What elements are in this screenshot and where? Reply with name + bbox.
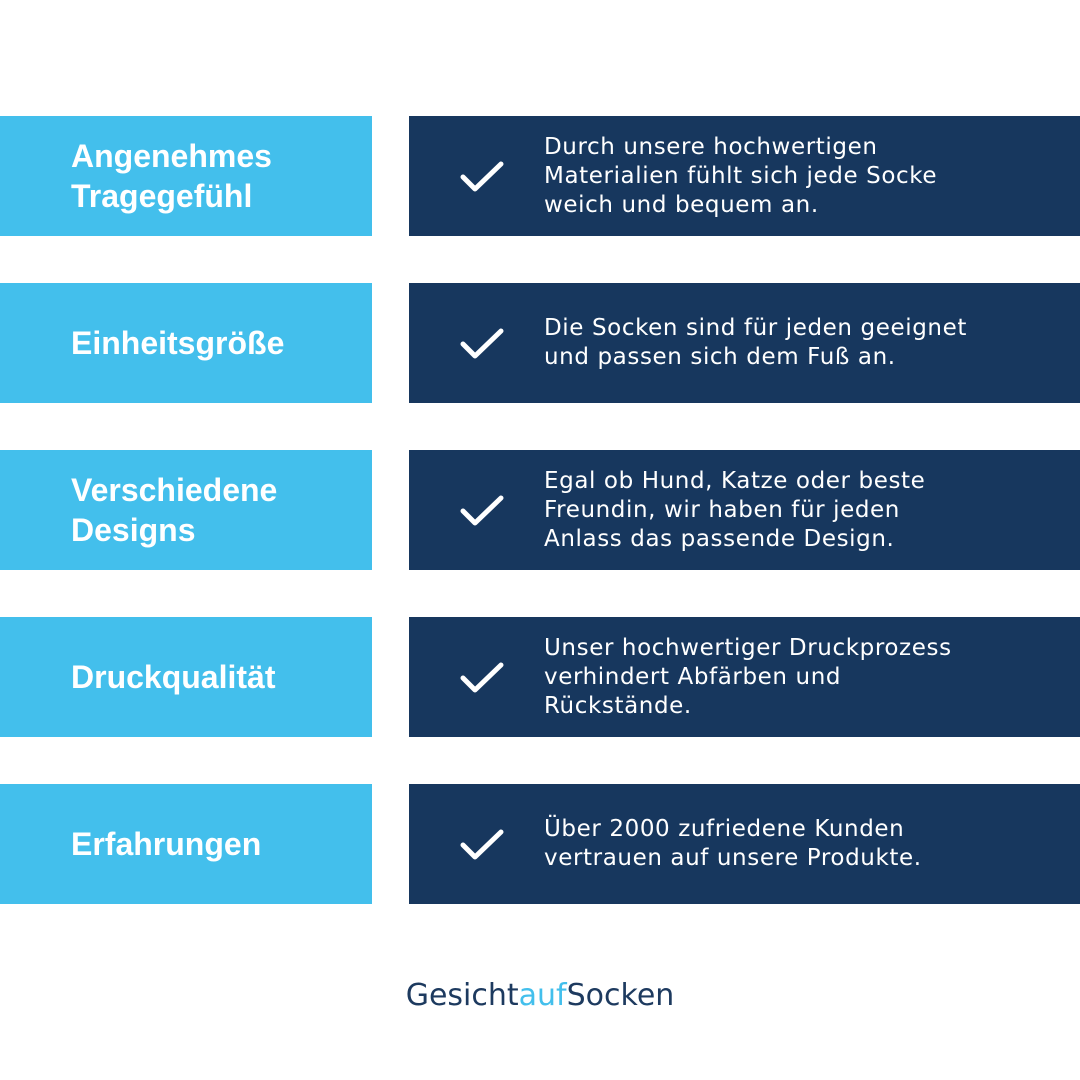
feature-description-box: Die Socken sind für jeden geeignet und p… xyxy=(409,283,1080,403)
feature-row: Erfahrungen Über 2000 zufriedene Kunden … xyxy=(0,784,1080,904)
feature-description: Über 2000 zufriedene Kunden vertrauen au… xyxy=(544,816,922,871)
feature-title-box: Druckqualität xyxy=(0,617,372,737)
feature-description-box: Durch unsere hochwertigen Materialien fü… xyxy=(409,116,1080,236)
feature-description: Egal ob Hund, Katze oder beste Freundin,… xyxy=(544,467,926,552)
feature-description-box: Egal ob Hund, Katze oder beste Freundin,… xyxy=(409,450,1080,570)
feature-title-box: Erfahrungen xyxy=(0,784,372,904)
feature-description-box: Über 2000 zufriedene Kunden vertrauen au… xyxy=(409,784,1080,904)
feature-title: Verschiedene Designs xyxy=(71,472,278,548)
brand-logo: GesichtaufSocken xyxy=(0,978,1080,1013)
feature-title: Einheitsgröße xyxy=(71,325,285,361)
feature-row: Angenehmes Tragegefühl Durch unsere hoch… xyxy=(0,116,1080,236)
logo-text-socken: Socken xyxy=(566,978,675,1013)
logo-text-gesicht: Gesicht xyxy=(405,978,519,1013)
feature-row: Druckqualität Unser hochwertiger Druckpr… xyxy=(0,617,1080,737)
feature-description-box: Unser hochwertiger Druckprozess verhinde… xyxy=(409,617,1080,737)
feature-row: Einheitsgröße Die Socken sind für jeden … xyxy=(0,283,1080,403)
feature-description: Unser hochwertiger Druckprozess verhinde… xyxy=(544,634,952,719)
check-icon xyxy=(460,495,504,526)
feature-title-box: Angenehmes Tragegefühl xyxy=(0,116,372,236)
feature-title-box: Einheitsgröße xyxy=(0,283,372,403)
feature-row: Verschiedene Designs Egal ob Hund, Katze… xyxy=(0,450,1080,570)
feature-description: Die Socken sind für jeden geeignet und p… xyxy=(544,315,967,370)
check-icon xyxy=(460,662,504,693)
feature-title: Angenehmes Tragegefühl xyxy=(71,138,272,214)
feature-title: Erfahrungen xyxy=(71,826,262,862)
check-icon xyxy=(460,328,504,359)
check-icon xyxy=(460,161,504,192)
check-icon xyxy=(460,829,504,860)
feature-title-box: Verschiedene Designs xyxy=(0,450,372,570)
logo-text-auf: auf xyxy=(518,978,567,1013)
feature-description: Durch unsere hochwertigen Materialien fü… xyxy=(544,133,938,218)
feature-title: Druckqualität xyxy=(71,659,276,695)
